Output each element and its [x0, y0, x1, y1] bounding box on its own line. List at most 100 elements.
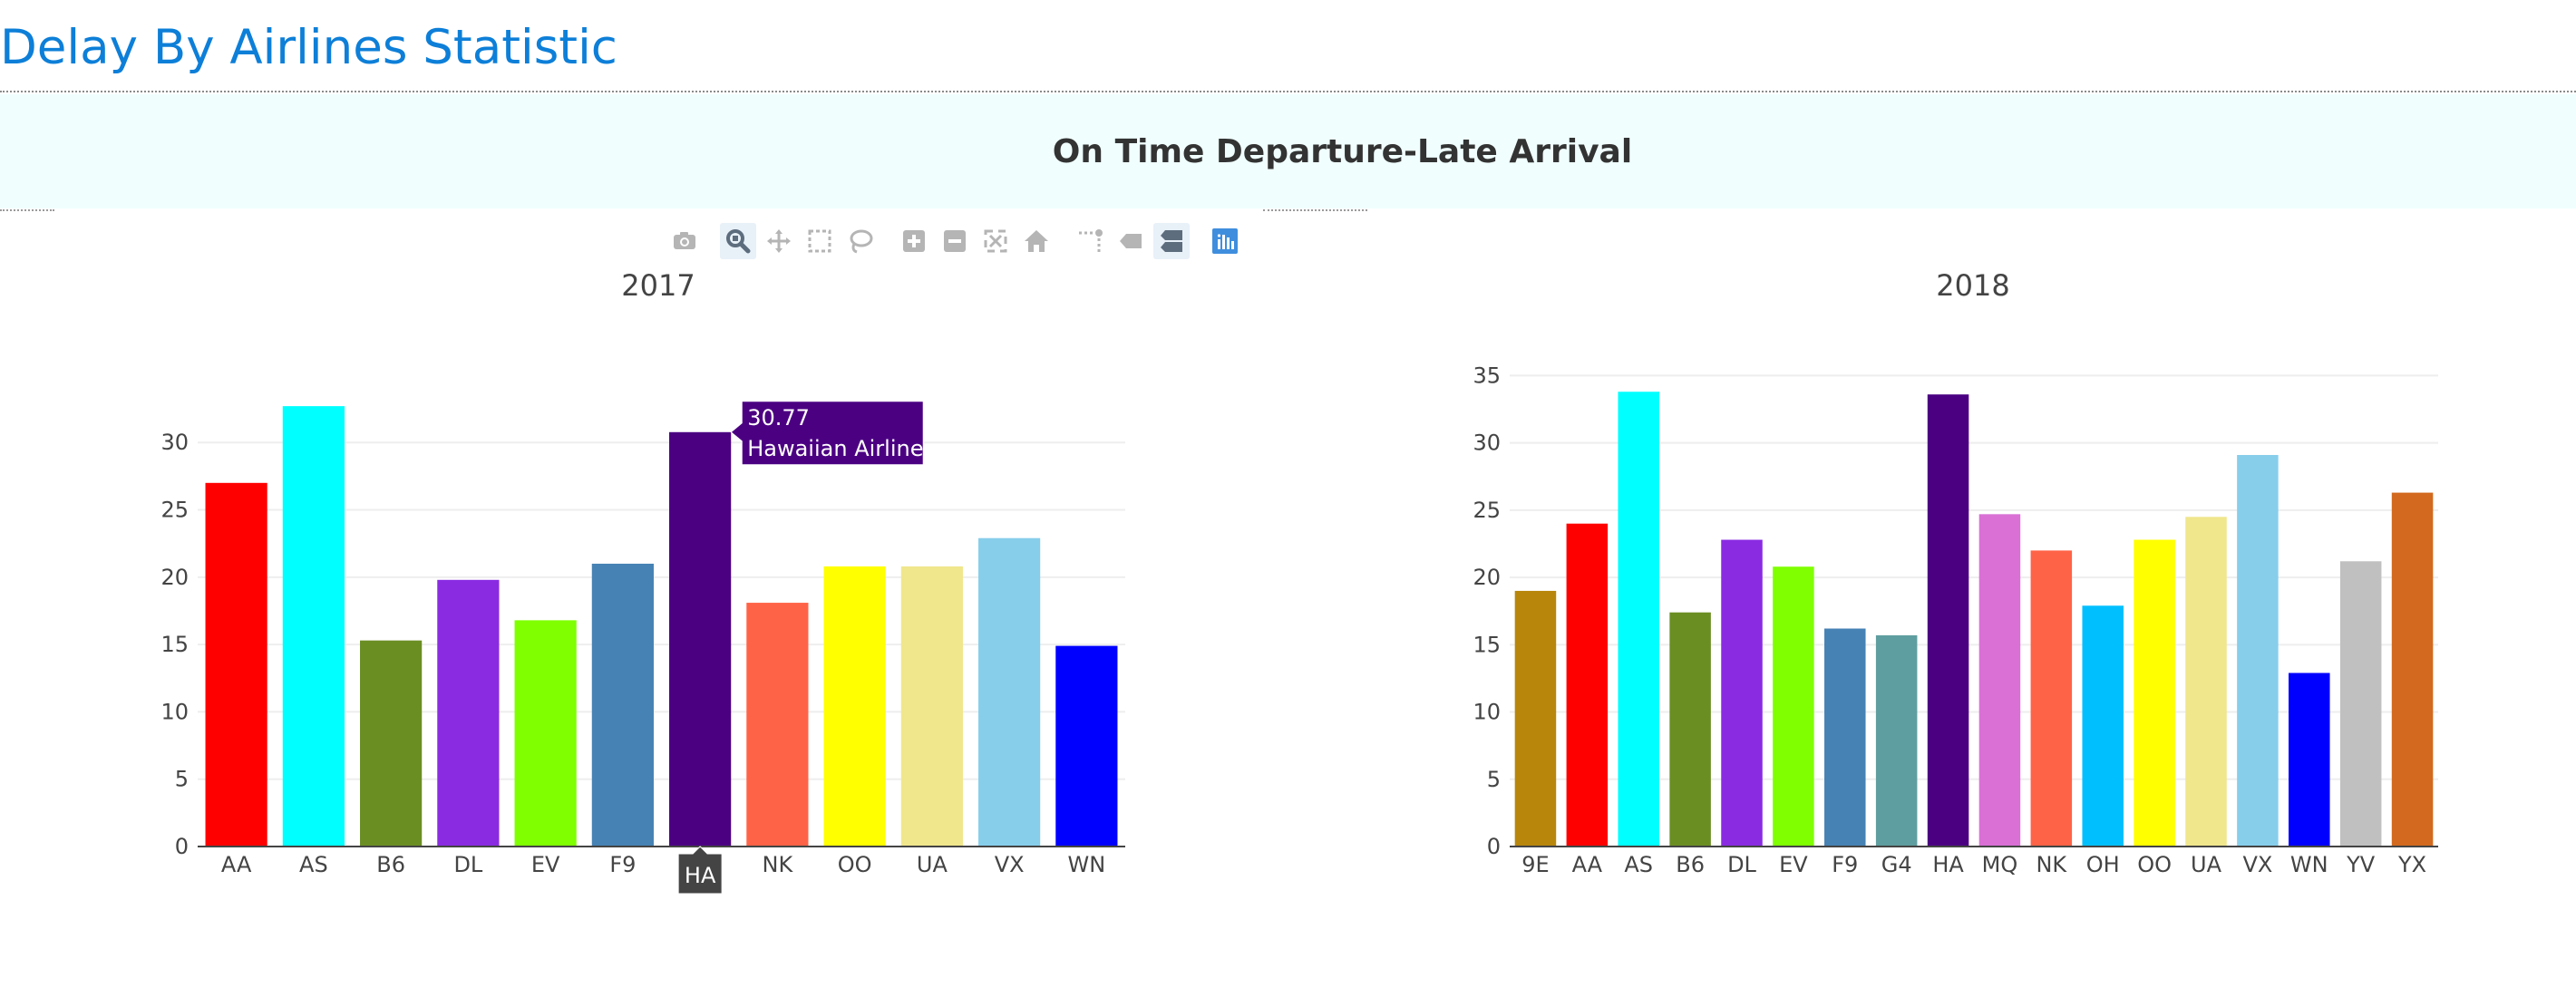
spike-lines-icon — [1079, 229, 1103, 252]
y-tick-label: 5 — [1487, 767, 1501, 792]
zoom-in-button[interactable] — [896, 223, 932, 259]
bar-MQ[interactable] — [1978, 514, 2021, 847]
bar-AA[interactable] — [205, 482, 267, 847]
bar-F9[interactable] — [591, 563, 654, 847]
bar-DL[interactable] — [437, 579, 500, 847]
x-tick-label: DL — [453, 852, 482, 877]
x-tick-label: B6 — [1676, 852, 1705, 877]
y-tick-label: 15 — [160, 632, 189, 657]
autoscale-button[interactable] — [977, 223, 1014, 259]
hover-closest-button[interactable] — [1113, 223, 1149, 259]
lasso-select-button[interactable] — [842, 223, 879, 259]
bar-B6[interactable] — [1669, 612, 1711, 847]
y-tick-label: 15 — [1473, 632, 1501, 657]
bar-EV[interactable] — [1773, 566, 1814, 847]
home-icon — [1025, 230, 1048, 252]
home-button[interactable] — [1018, 223, 1055, 259]
bar-OO[interactable] — [823, 566, 886, 847]
bar-OO[interactable] — [2134, 539, 2175, 847]
bar-YX[interactable] — [2391, 492, 2434, 847]
lasso-select-icon — [850, 229, 873, 254]
zoom-in-icon — [903, 230, 925, 252]
bar-DL[interactable] — [1721, 539, 1763, 847]
y-tick-label: 20 — [1473, 565, 1501, 590]
x-tick-label: MQ — [1982, 852, 2018, 877]
plotly-logo-icon — [1212, 228, 1238, 254]
chart-2017[interactable]: 2017 0 5 10 15 20 25 30 AA AS B6 DL EV F9 NK OO UA VX WN 30… — [160, 268, 1125, 895]
x-tick-label: YV — [2346, 852, 2376, 877]
bar-AS[interactable] — [1618, 392, 1659, 847]
x-tick-label: OH — [2086, 852, 2120, 877]
plot-modebar — [666, 223, 1248, 259]
chart-title: 2018 — [1936, 268, 2009, 303]
y-tick-label: 5 — [175, 767, 189, 792]
bar-VX[interactable] — [2237, 455, 2279, 847]
hover-closest-icon — [1120, 234, 1142, 248]
y-tick-label: 25 — [1473, 498, 1501, 523]
box-select-button[interactable] — [802, 223, 838, 259]
y-tick-label: 10 — [160, 699, 189, 724]
bar-WN[interactable] — [1055, 645, 1118, 847]
hover-axis-text: HA — [685, 863, 716, 888]
bar-VX[interactable] — [978, 537, 1041, 847]
zoom-button[interactable] — [720, 223, 756, 259]
banner-divider-left — [0, 209, 54, 211]
banner-divider-right — [1263, 209, 1367, 211]
bar-F9[interactable] — [1824, 628, 1866, 847]
y-tick-label: 0 — [175, 834, 189, 859]
x-tick-label: DL — [1727, 852, 1756, 877]
zoom-icon — [726, 229, 751, 254]
bar-UA[interactable] — [900, 566, 963, 847]
plotly-logo-button[interactable] — [1207, 223, 1243, 259]
hover-tooltip: 30.77 Hawaiian Airlines — [730, 401, 935, 466]
bar-WN[interactable] — [2289, 673, 2330, 847]
x-tick-label: OO — [2137, 852, 2172, 877]
page-title: Delay By Airlines Statistic — [0, 20, 617, 75]
bar-HA[interactable] — [1927, 394, 1969, 847]
camera-button[interactable] — [666, 223, 703, 259]
x-tick-label: VX — [995, 852, 1025, 877]
bar-UA[interactable] — [2185, 517, 2227, 847]
hover-compare-icon — [1161, 230, 1182, 252]
x-tick-label: OO — [838, 852, 872, 877]
bar-NK[interactable] — [746, 603, 809, 847]
bar-HA[interactable] — [669, 431, 732, 847]
bar-OH[interactable] — [2082, 605, 2124, 847]
x-tick-label: NK — [763, 852, 794, 877]
pan-button[interactable] — [761, 223, 797, 259]
title-divider — [0, 91, 2576, 92]
chart-2018[interactable]: 2018 0 5 10 15 20 25 30 35 9E AA AS B6 DL EV F9 G4 HA MQ NK… — [1473, 268, 2438, 877]
pan-icon — [767, 229, 791, 253]
bar-B6[interactable] — [360, 640, 423, 847]
bar-EV[interactable] — [514, 620, 577, 847]
y-tick-label: 35 — [1473, 363, 1501, 388]
y-tick-label: 0 — [1487, 834, 1501, 859]
hover-compare-button[interactable] — [1153, 223, 1190, 259]
x-tick-label: AA — [221, 852, 252, 877]
camera-icon — [674, 232, 695, 249]
x-tick-label: WN — [2290, 852, 2328, 877]
hover-value: 30.77 — [747, 405, 810, 431]
bar-YV[interactable] — [2339, 561, 2382, 847]
x-tick-label: F9 — [1832, 852, 1858, 877]
section-banner: On Time Departure-Late Arrival — [0, 94, 2576, 208]
bar-NK[interactable] — [2030, 550, 2073, 847]
x-tick-label: AS — [1624, 852, 1653, 877]
bar-9E[interactable] — [1514, 590, 1557, 847]
y-tick-label: 20 — [160, 565, 189, 590]
zoom-out-button[interactable] — [937, 223, 973, 259]
hover-series-name: Hawaiian Airlines — [747, 436, 935, 461]
x-tick-label: UA — [2191, 852, 2222, 877]
x-tick-label: EV — [1779, 852, 1808, 877]
x-tick-label: AA — [1572, 852, 1603, 877]
x-tick-label: YX — [2397, 852, 2426, 877]
spike-lines-button[interactable] — [1072, 223, 1108, 259]
box-select-icon — [808, 229, 831, 253]
bar-AA[interactable] — [1566, 523, 1609, 847]
banner-title: On Time Departure-Late Arrival — [1052, 132, 1633, 170]
bar-G4[interactable] — [1875, 634, 1918, 847]
bar-AS[interactable] — [282, 406, 345, 847]
x-tick-label: G4 — [1881, 852, 1912, 877]
zoom-out-icon — [944, 230, 966, 252]
